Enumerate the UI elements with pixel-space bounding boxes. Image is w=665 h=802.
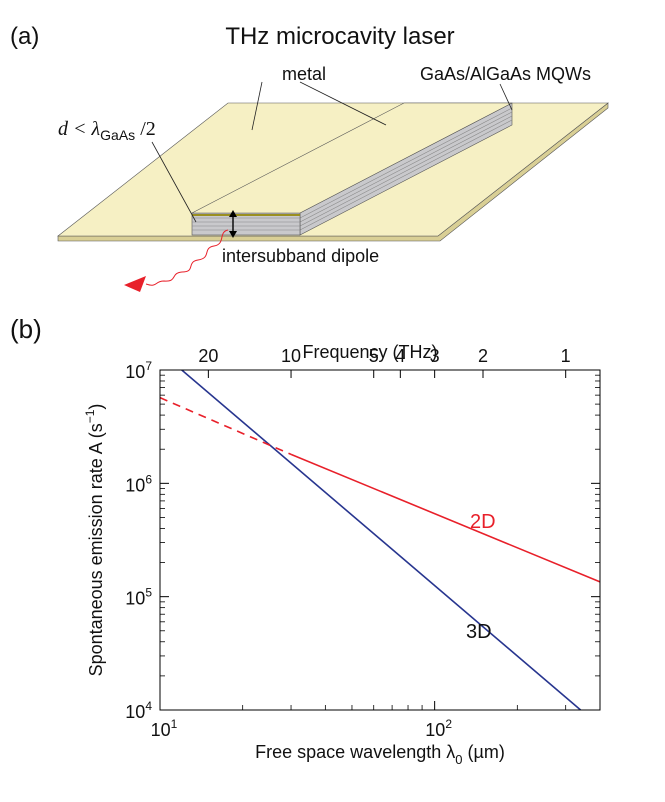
metal-label: metal [282,64,326,84]
y-axis-title: Spontaneous emission rate A (s−1) [83,404,106,677]
d-end: /2 [135,118,156,140]
mqw-label: GaAs/AlGaAs MQWs [420,64,591,84]
x2-axis-title: Frequency (THz) [302,342,437,362]
series-label: 3D [466,621,492,643]
tick-exponent: 5 [145,586,152,600]
d-text: d < λ [58,118,100,140]
y-title-sup: −1 [83,409,97,423]
ridge-front-layers [192,217,300,231]
y-tick-label: 104 [125,699,152,722]
x2-tick-label: 2 [478,346,488,366]
ridge-front [191,212,301,236]
series-label: 2D [470,511,496,533]
panel-label: (a) [10,23,39,50]
x2-tick-label: 20 [198,346,218,366]
x-title-text: Free space wavelength λ [255,742,455,762]
diagram-title: THz microcavity laser [225,23,454,50]
series-line [160,396,292,456]
dipole-label: intersubband dipole [222,246,379,266]
tick-base: 10 [125,475,145,495]
arrow-head [229,210,237,217]
x-tick-label: 101 [151,717,178,740]
d-label: d < λGaAs /2 [58,118,156,143]
plot-frame [159,369,601,711]
tick-base: 10 [125,362,145,382]
x-title-sub: 0 [455,752,462,767]
y-tick-label: 106 [125,472,152,495]
tick-base: 10 [151,720,171,740]
tick-base: 10 [125,702,145,722]
emission-arrow-head [124,276,146,292]
tick-exponent: 1 [171,717,178,731]
x2-tick-label: 10 [281,346,301,366]
y-tick-label: 107 [125,359,152,382]
x2-tick-label: 5 [369,346,379,366]
y-tick-label: 105 [125,586,152,609]
tick-base: 10 [125,589,145,609]
x-tick-label: 102 [425,717,452,740]
tick-exponent: 7 [145,359,152,373]
panel-label: (b) [10,314,42,344]
x-axis-title: Free space wavelength λ0 (µm) [255,742,505,767]
ridge-top-metal [191,102,513,214]
tick-exponent: 2 [445,717,452,731]
tick-exponent: 4 [145,699,152,713]
x-title-end: (µm) [462,742,504,762]
tick-base: 10 [425,720,445,740]
series-line [181,370,582,710]
arrow-head [229,231,237,238]
leader-lines [151,81,513,223]
y-title-end: ) [86,404,106,410]
x2-tick-label: 1 [561,346,571,366]
emission-wave [145,229,229,286]
x2-tick-label: 4 [395,346,405,366]
tick-exponent: 6 [145,472,152,486]
d-sub: GaAs [100,127,135,143]
y-title-text: Spontaneous emission rate A (s [86,423,106,676]
ridge-side-layers [299,107,513,231]
x2-tick-label: 3 [430,346,440,366]
series-line [290,453,600,583]
